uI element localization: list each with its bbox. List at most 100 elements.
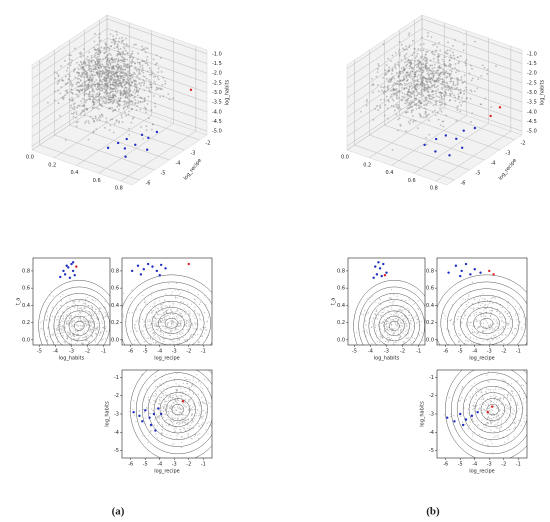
background-point <box>106 82 109 85</box>
background-point <box>131 94 133 97</box>
background-point <box>138 78 141 81</box>
background-point <box>160 384 162 386</box>
background-point <box>457 89 460 92</box>
background-point <box>155 323 157 326</box>
background-point <box>201 424 203 426</box>
background-point <box>487 380 489 382</box>
z-tick-label: -1.0 <box>527 51 537 57</box>
background-point <box>105 71 107 73</box>
background-point <box>454 39 457 41</box>
background-point <box>168 407 171 409</box>
background-point <box>464 298 467 301</box>
background-point <box>443 56 446 59</box>
background-point <box>429 72 432 75</box>
background-point <box>85 120 88 123</box>
background-point <box>499 417 501 419</box>
background-point <box>192 324 194 327</box>
background-point <box>418 100 421 103</box>
background-point <box>72 300 74 302</box>
background-point <box>119 70 121 73</box>
background-point <box>494 397 496 399</box>
point <box>62 269 65 273</box>
background-point <box>448 59 451 61</box>
background-point <box>163 315 165 317</box>
point <box>125 137 128 141</box>
background-point <box>98 103 101 106</box>
background-point <box>132 116 135 119</box>
background-point <box>463 100 466 103</box>
background-point <box>401 311 403 313</box>
background-point <box>492 351 493 352</box>
background-point <box>96 93 98 96</box>
background-point <box>187 409 190 412</box>
background-point <box>59 315 62 317</box>
background-point <box>392 303 394 305</box>
background-point <box>475 311 477 314</box>
background-point <box>460 78 463 81</box>
background-point <box>56 327 58 330</box>
background-point <box>392 75 395 78</box>
background-point <box>57 312 59 314</box>
background-point <box>79 324 81 327</box>
background-point <box>101 83 103 86</box>
background-point <box>121 75 124 77</box>
background-point <box>81 309 83 311</box>
background-point <box>170 407 172 409</box>
background-point <box>169 346 170 347</box>
background-point <box>82 62 85 65</box>
background-point <box>199 346 200 347</box>
background-point <box>84 89 87 92</box>
background-point <box>154 395 156 398</box>
background-point <box>416 94 418 97</box>
background-point <box>412 80 415 83</box>
background-point <box>159 57 162 59</box>
background-point <box>87 334 89 337</box>
background-point <box>188 318 190 321</box>
background-point <box>395 71 398 74</box>
background-point <box>202 326 204 328</box>
background-point <box>536 324 537 325</box>
x-axis-label: log_recipe <box>469 356 495 362</box>
background-point <box>150 73 153 76</box>
background-point <box>469 321 471 323</box>
x-tick-label: -6 <box>128 462 133 468</box>
background-point <box>512 413 515 415</box>
background-point <box>102 322 104 324</box>
background-point <box>387 341 389 343</box>
background-point <box>393 109 396 112</box>
background-point <box>420 36 423 39</box>
background-point <box>96 338 98 340</box>
background-point <box>442 83 444 86</box>
background-point <box>98 93 101 96</box>
background-point <box>165 424 167 427</box>
background-point <box>395 312 397 314</box>
background-point <box>423 86 426 89</box>
z-tick-label: -3.5 <box>212 100 222 106</box>
background-point <box>491 302 494 304</box>
x-tick-label: 0.2 <box>363 162 371 168</box>
background-point <box>459 399 461 401</box>
background-point <box>118 51 121 53</box>
background-point <box>477 78 480 81</box>
background-point <box>160 379 163 381</box>
background-point <box>143 341 145 343</box>
background-point <box>417 332 419 335</box>
background-point <box>77 317 79 320</box>
background-point <box>134 85 136 88</box>
background-point <box>482 397 484 399</box>
background-point <box>496 401 498 403</box>
background-point <box>406 93 409 96</box>
background-point <box>86 323 88 325</box>
background-point <box>432 72 434 75</box>
background-point <box>164 409 166 412</box>
background-point <box>93 101 96 104</box>
background-point <box>174 311 176 313</box>
background-point <box>97 70 100 73</box>
background-point <box>190 386 193 388</box>
background-point <box>86 335 88 338</box>
background-point <box>93 81 96 83</box>
background-point <box>379 98 382 101</box>
background-point <box>392 293 395 295</box>
background-point <box>412 86 414 89</box>
background-point <box>448 86 451 89</box>
